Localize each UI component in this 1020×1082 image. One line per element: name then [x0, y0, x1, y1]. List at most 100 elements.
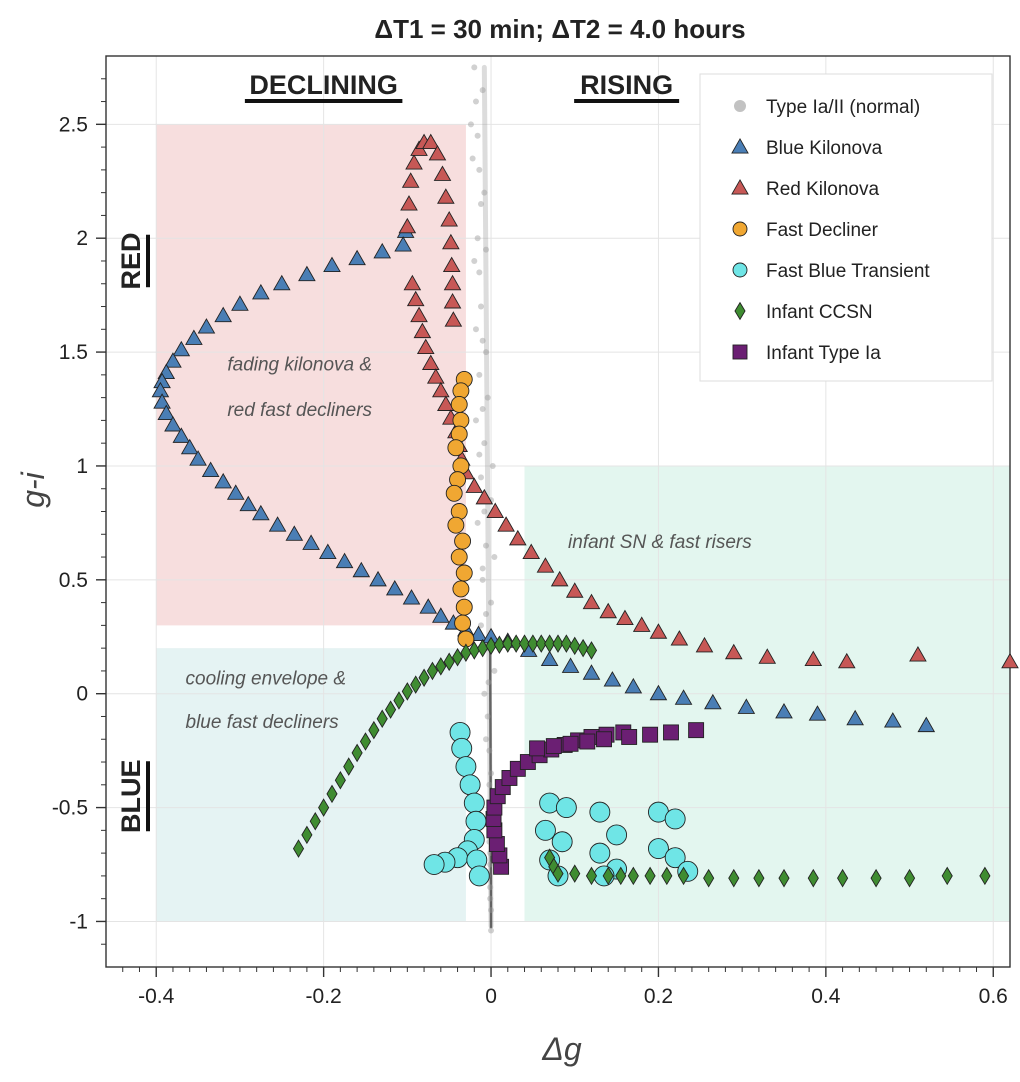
data-point — [474, 235, 481, 242]
series-fast-blue-transient — [423, 721, 699, 887]
data-point — [455, 598, 473, 616]
legend-entry: Type Ia/II (normal) — [766, 97, 920, 118]
data-point — [536, 557, 555, 573]
direction-headers: DECLINING RISING — [244, 70, 680, 103]
data-point — [479, 337, 486, 344]
legend-marker — [732, 221, 748, 237]
data-point — [157, 404, 176, 421]
data-point — [298, 265, 316, 282]
data-point — [753, 868, 765, 888]
data-point — [423, 854, 445, 875]
data-point — [189, 450, 207, 466]
data-point — [540, 650, 559, 667]
data-point — [433, 165, 452, 181]
y-tick-label: -1 — [69, 910, 88, 933]
data-point — [688, 722, 705, 739]
data-point — [214, 306, 233, 323]
data-point — [477, 303, 484, 310]
color-side-labels: RED BLUE — [116, 232, 150, 833]
data-point — [903, 868, 916, 888]
data-point — [385, 579, 404, 596]
legend-marker — [734, 301, 746, 321]
direction-header: DECLINING — [249, 70, 398, 100]
data-point — [488, 836, 505, 852]
region-annotation: red fast decliners — [227, 400, 372, 421]
data-point — [488, 599, 495, 606]
data-point — [555, 797, 577, 819]
data-point — [351, 743, 363, 763]
axis-ticks: -0.4 -0.2 0 0.2 0.4 0.6 -1 -0.5 0 0.5 1 1.5 2 2.5 — [52, 78, 1008, 1008]
data-point — [385, 700, 397, 719]
data-point — [599, 602, 618, 619]
x-axis-label: Δg — [541, 1031, 581, 1067]
data-point — [401, 172, 420, 188]
data-point — [483, 349, 490, 356]
data-point — [419, 598, 438, 614]
data-point — [447, 439, 465, 457]
data-point — [758, 648, 777, 664]
data-point — [560, 634, 572, 653]
data-point — [442, 256, 461, 273]
series-infant-ccsn — [292, 634, 991, 888]
data-point — [472, 98, 479, 105]
data-point — [443, 293, 462, 309]
data-point — [469, 625, 488, 641]
data-point — [476, 451, 483, 458]
data-point — [551, 831, 573, 853]
data-point — [649, 684, 668, 701]
region-annotation: infant SN & fast risers — [568, 532, 752, 553]
data-point — [883, 712, 902, 728]
data-point — [527, 634, 539, 653]
data-point — [603, 671, 622, 687]
data-point — [627, 866, 639, 886]
data-point — [164, 415, 182, 432]
color-side-label: RED — [116, 232, 146, 289]
data-point — [491, 667, 498, 674]
y-tick-label: 0.5 — [59, 569, 88, 592]
x-tick-label: 0.2 — [644, 985, 673, 1008]
data-point — [343, 757, 355, 776]
data-point — [368, 720, 380, 740]
data-point — [1001, 652, 1019, 669]
data-series — [151, 64, 1019, 934]
data-point — [450, 396, 468, 413]
data-point — [534, 819, 556, 841]
data-point — [476, 371, 483, 378]
data-point — [405, 154, 423, 170]
data-point — [376, 709, 388, 729]
data-point — [483, 246, 490, 253]
legend-marker — [732, 344, 748, 360]
data-point — [481, 440, 488, 447]
data-point — [431, 381, 450, 398]
data-point — [318, 798, 330, 817]
y-tick-label: 1.5 — [59, 341, 88, 364]
chart-title: ΔT1 = 30 min; ΔT2 = 4.0 hours — [374, 14, 745, 44]
data-point — [444, 311, 463, 327]
data-point — [455, 756, 477, 778]
data-point — [661, 866, 673, 886]
region-annotations: fading kilonova & red fast decliners infan… — [186, 354, 753, 733]
data-point — [431, 607, 450, 623]
data-point — [440, 211, 459, 227]
data-point — [359, 732, 372, 751]
data-point — [214, 472, 233, 489]
data-point — [418, 668, 430, 688]
direction-header: RISING — [580, 70, 673, 100]
legend-entry: Fast Blue Transient — [766, 261, 930, 282]
data-point — [463, 792, 485, 814]
data-point — [487, 884, 494, 891]
y-tick-label: 1 — [76, 455, 88, 478]
data-point — [474, 519, 481, 526]
data-point — [226, 484, 245, 500]
data-point — [778, 868, 790, 888]
data-point — [483, 610, 490, 617]
data-point — [476, 269, 483, 276]
data-point — [737, 698, 756, 714]
data-point — [561, 657, 580, 673]
data-point — [435, 657, 447, 676]
data-point — [479, 87, 486, 94]
data-point — [508, 529, 527, 546]
legend-box — [699, 73, 993, 382]
y-tick-label: 2.5 — [59, 113, 88, 136]
data-point — [562, 735, 579, 752]
